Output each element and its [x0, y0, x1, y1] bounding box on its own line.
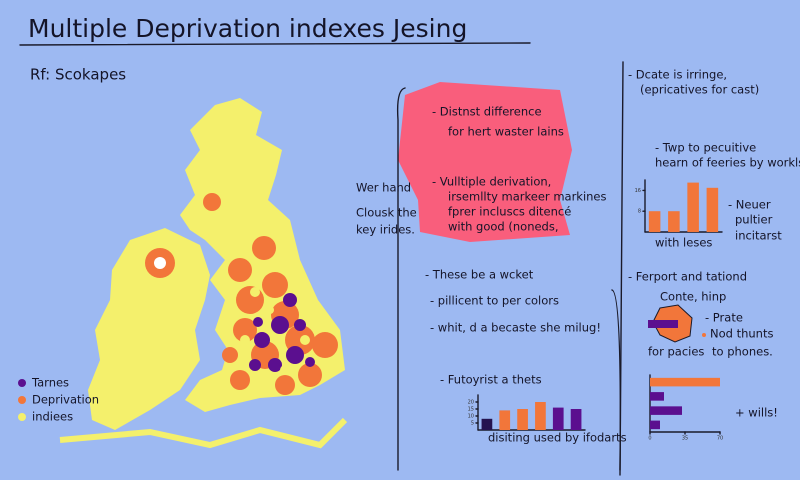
middle-list-line: - pillicent to per colors — [430, 294, 559, 308]
callout-line: - Distnst difference — [432, 105, 542, 119]
middle-list-line: - whit, d a becaste she milug! — [430, 321, 601, 335]
bracket — [396, 87, 406, 471]
bar — [650, 420, 660, 430]
bar — [668, 211, 680, 232]
charts.0.notes-line: pultier — [735, 213, 773, 227]
x-tick-label: 0 — [648, 436, 651, 442]
y-tick-label: 15 — [468, 407, 474, 413]
legend-swatch — [18, 379, 26, 387]
title-underline — [19, 42, 531, 46]
bar — [517, 409, 528, 430]
side-note-line: Wer hand — [356, 181, 411, 195]
y-tick-label: 16 — [635, 188, 641, 194]
legend-label: Tarnes — [31, 376, 69, 390]
callout-line: - Vulltiple derivation, — [432, 175, 551, 189]
callout-line: with good (noneds, — [448, 220, 559, 234]
note: + wills! — [735, 406, 778, 420]
right-top-line: hearn of feeries by workls — [655, 156, 800, 170]
right-top-line: (epricatives for cast) — [640, 83, 759, 97]
right-mid-line: to phones. — [712, 345, 773, 359]
divider-bracket — [611, 289, 622, 471]
legend-label: indiees — [32, 410, 73, 424]
y-tick-label: 5 — [471, 421, 474, 427]
subtitle: Rf: Scokapes — [30, 66, 126, 84]
right-mid-line: Nod thunts — [710, 327, 773, 341]
side-note-line: key irides. — [356, 223, 415, 237]
tarnes-dots — [249, 293, 315, 372]
coast — [59, 417, 348, 449]
legend-swatch — [18, 396, 26, 404]
callout-line: fprer incluscs ditencé — [448, 205, 571, 219]
ireland — [88, 228, 210, 430]
right-mid-line: - Prate — [705, 311, 743, 325]
bar — [570, 409, 582, 430]
middle-list-line: - These be a wcket — [425, 268, 534, 282]
bar — [648, 211, 661, 232]
legend-swatch — [18, 413, 26, 421]
callout-blob — [398, 82, 572, 242]
bar — [499, 410, 511, 430]
dot — [702, 333, 706, 337]
charts.0.notes-line: incitarst — [735, 229, 782, 243]
x-tick-label: 35 — [682, 436, 688, 442]
y-tick-label: 20 — [468, 400, 474, 406]
map — [59, 98, 348, 449]
octagon-icon — [648, 304, 693, 343]
right-mid-line: for pacies — [648, 345, 704, 359]
charts.0.notes-line: - Neuer — [728, 198, 771, 212]
legend-label: Deprivation — [32, 393, 99, 407]
bar — [552, 407, 564, 430]
bar — [650, 377, 720, 387]
bar — [650, 392, 664, 401]
right-mid-line: - Ferport and tationd — [628, 270, 747, 284]
right-top-line: - Twp to pecuitive — [655, 141, 756, 155]
bar — [481, 418, 493, 430]
x-tick-label: 70 — [717, 436, 723, 442]
chart-title: - Futoyrist a thets — [440, 373, 542, 387]
bar — [687, 182, 699, 232]
callout-line: for hert waster lains — [448, 125, 564, 139]
right-top-line: - Dcate is irringe, — [628, 68, 727, 82]
bar — [650, 406, 682, 415]
y-tick-label: 8 — [638, 209, 641, 215]
callout-line: irsemllty markeer markines — [448, 190, 607, 204]
bar — [706, 187, 719, 232]
y-tick-label: 10 — [468, 414, 474, 420]
title: Multiple Deprivation indexes Jesing — [28, 14, 467, 43]
caption: with leses — [655, 236, 712, 250]
indiees-dots — [154, 257, 310, 375]
caption: disiting used by ifodarts — [488, 431, 627, 445]
bar — [535, 402, 546, 430]
right-mid-line: Conte, hinp — [660, 290, 726, 304]
side-note-line: Clousk the — [356, 206, 417, 220]
